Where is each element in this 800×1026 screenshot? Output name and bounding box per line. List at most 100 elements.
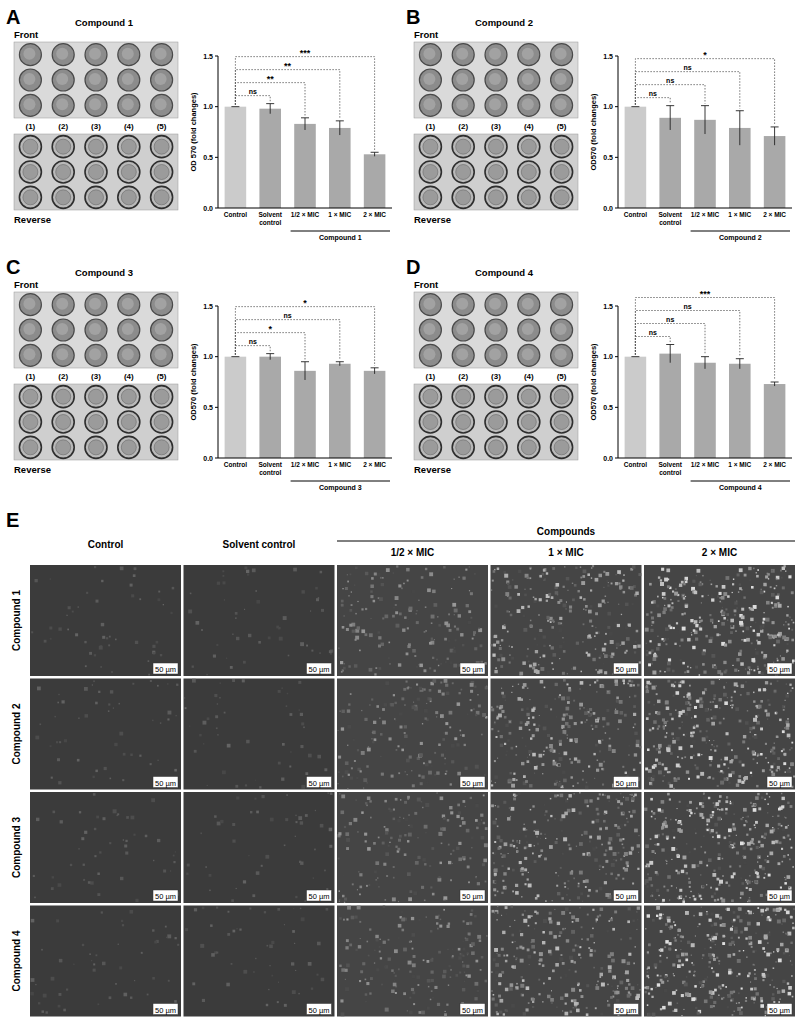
texture [750, 580, 751, 581]
texture [371, 698, 373, 700]
texture [243, 661, 246, 664]
significance-label: * [303, 298, 307, 308]
texture [497, 568, 500, 571]
texture [494, 569, 496, 571]
texture [738, 670, 739, 671]
texture [699, 617, 701, 619]
texture [460, 735, 461, 736]
texture [624, 714, 627, 717]
texture [419, 664, 423, 668]
texture [735, 631, 736, 632]
texture [672, 670, 675, 673]
texture [361, 710, 362, 711]
well-label: (5) [557, 372, 567, 381]
texture [511, 657, 514, 660]
texture [361, 608, 363, 610]
texture [693, 726, 696, 729]
texture [449, 726, 451, 728]
texture [310, 611, 311, 612]
texture [592, 625, 594, 627]
texture [424, 631, 426, 633]
texture [431, 615, 435, 619]
texture [621, 614, 622, 615]
texture [429, 572, 433, 576]
texture [122, 779, 124, 781]
texture [511, 784, 515, 788]
texture [378, 645, 381, 648]
texture [100, 666, 102, 668]
texture [560, 623, 562, 625]
texture [442, 738, 445, 741]
texture [308, 754, 312, 758]
texture [559, 743, 562, 746]
texture [606, 722, 609, 725]
texture [714, 750, 716, 752]
well-center [121, 440, 136, 455]
texture [347, 788, 348, 789]
texture [375, 667, 377, 669]
texture [529, 784, 532, 787]
texture [357, 601, 358, 602]
significance-bracket [235, 346, 270, 355]
texture [516, 779, 518, 781]
texture [457, 772, 461, 776]
well-center [423, 440, 438, 455]
texture [595, 612, 598, 615]
texture [49, 627, 52, 630]
column-head: 1 × MIC [548, 547, 583, 558]
well-center [456, 98, 468, 110]
texture [620, 711, 624, 715]
texture [396, 565, 398, 567]
texture [451, 588, 452, 589]
texture [498, 730, 500, 732]
texture [540, 657, 541, 658]
texture [305, 772, 308, 775]
texture [596, 669, 597, 670]
texture [582, 770, 584, 772]
texture [109, 636, 111, 638]
texture [606, 580, 608, 582]
significance-label: ns [684, 303, 692, 310]
texture [246, 570, 249, 573]
texture [185, 707, 187, 709]
texture [789, 749, 791, 751]
texture [652, 686, 656, 690]
texture [78, 606, 80, 608]
texture [449, 711, 453, 715]
texture [602, 600, 605, 603]
texture [300, 713, 303, 716]
well-center [155, 48, 167, 60]
texture [465, 569, 467, 571]
texture [591, 577, 592, 578]
texture [746, 627, 750, 631]
texture [491, 708, 494, 711]
texture [702, 691, 705, 694]
texture [572, 785, 574, 787]
texture [590, 637, 592, 639]
texture [50, 638, 52, 640]
well-center [56, 139, 71, 154]
well-center [554, 389, 569, 404]
column-head: 1/2 × MIC [391, 547, 435, 558]
texture [601, 685, 605, 689]
texture [351, 767, 353, 769]
texture [235, 785, 238, 788]
texture [470, 690, 473, 693]
texture [256, 600, 260, 604]
texture [366, 782, 368, 784]
group-label: Compound 1 [319, 234, 362, 242]
texture [616, 647, 617, 648]
significance-label: ** [267, 74, 275, 84]
texture [259, 786, 261, 788]
texture [203, 743, 204, 744]
well-center [456, 389, 471, 404]
texture [723, 592, 727, 596]
well-center [23, 389, 38, 404]
y-tick-label: 0.0 [203, 455, 213, 462]
texture [720, 601, 722, 603]
texture [777, 658, 779, 660]
texture [615, 710, 619, 714]
texture [504, 743, 506, 745]
texture [519, 672, 523, 676]
texture [562, 787, 563, 788]
